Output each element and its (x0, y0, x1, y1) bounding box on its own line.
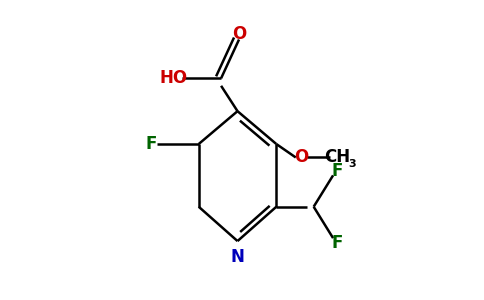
Text: O: O (232, 25, 246, 43)
Text: N: N (230, 248, 244, 266)
Text: CH: CH (324, 148, 350, 166)
Text: F: F (332, 162, 343, 180)
Text: HO: HO (159, 69, 187, 87)
Text: O: O (295, 148, 309, 166)
Text: 3: 3 (348, 159, 356, 169)
Text: F: F (145, 135, 157, 153)
Text: F: F (332, 234, 343, 252)
